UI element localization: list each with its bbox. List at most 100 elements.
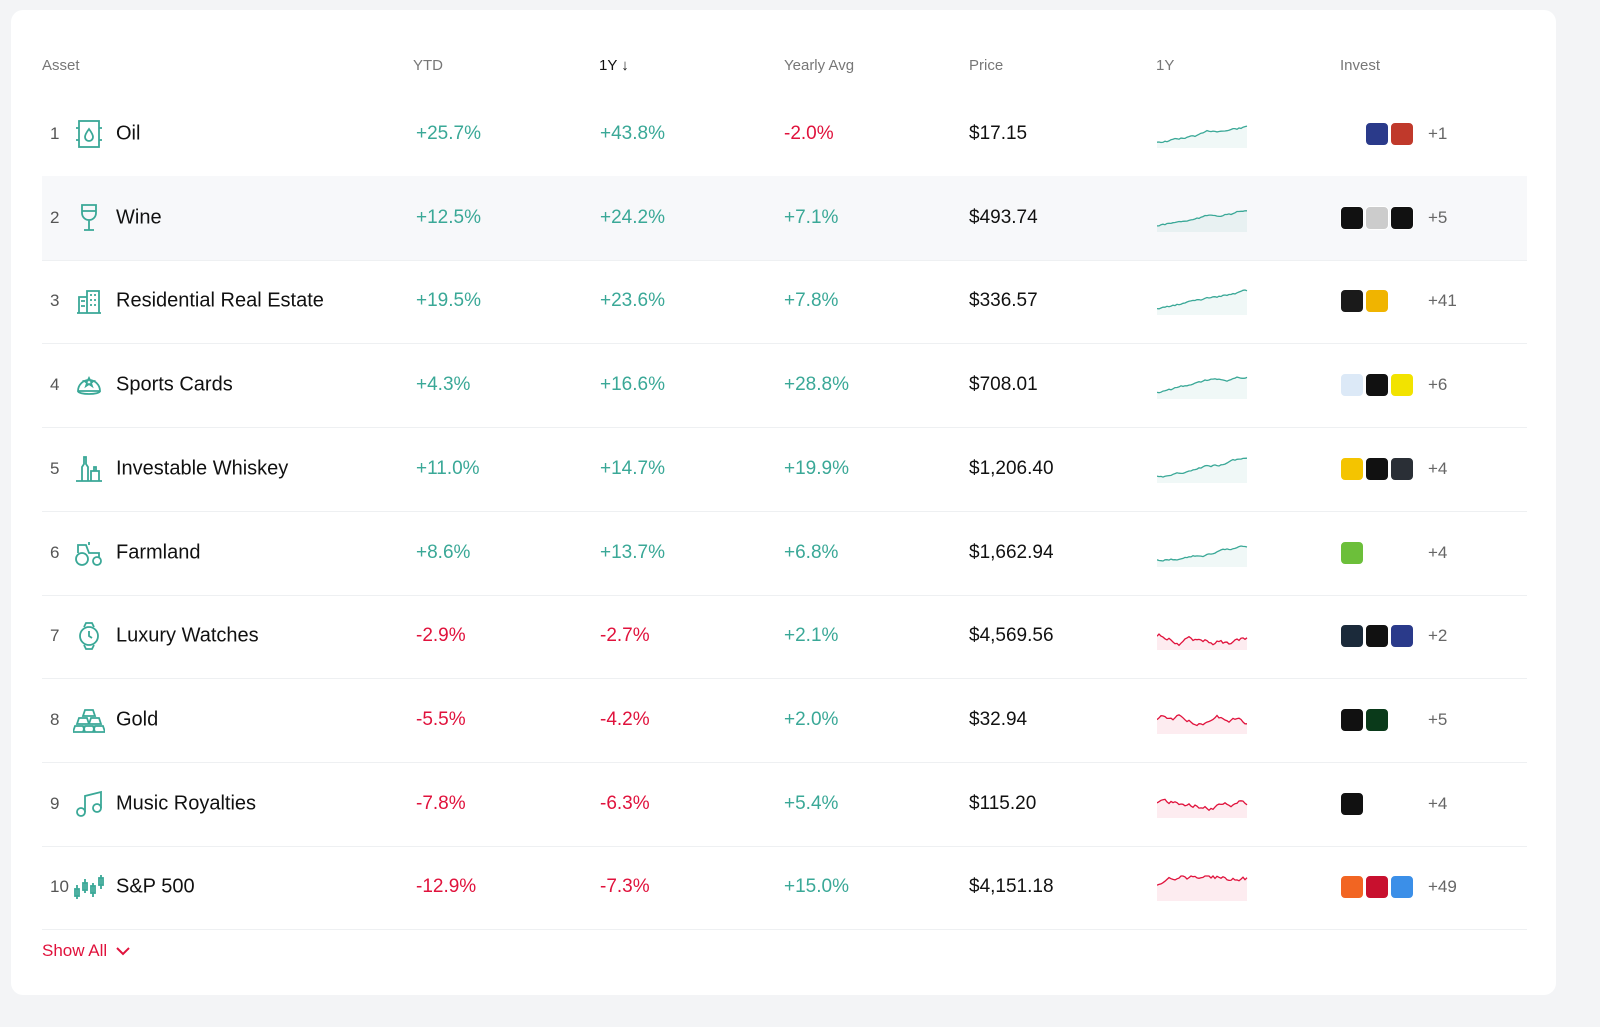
sparkline-line	[1157, 798, 1248, 811]
sparkline-chart	[1157, 544, 1248, 567]
table-row[interactable]: 3 Residential Real Estate +19.5% +23.6% …	[42, 259, 1527, 345]
platform-logo[interactable]	[1340, 875, 1364, 900]
sparkline-chart	[1157, 289, 1248, 316]
platform-logo[interactable]	[1390, 205, 1414, 230]
one-year-value: -6.3%	[600, 792, 650, 814]
price-value: $17.15	[969, 123, 1028, 144]
asset-name[interactable]: Residential Real Estate	[116, 289, 324, 312]
yearly-avg-value: +28.8%	[784, 374, 849, 396]
header-ytd[interactable]: YTD	[413, 57, 443, 74]
asset-name[interactable]: Investable Whiskey	[116, 457, 289, 480]
platform-logo[interactable]	[1340, 707, 1364, 732]
platform-logo[interactable]	[1390, 540, 1414, 565]
more-platforms-count[interactable]: +4	[1428, 542, 1448, 562]
more-platforms-count[interactable]: +6	[1428, 375, 1448, 395]
rank: 5	[50, 458, 60, 478]
platform-logo[interactable]	[1365, 122, 1389, 146]
table-row[interactable]: 7 Luxury Watches -2.9% -2.7% +2.1% $4,56…	[42, 594, 1527, 680]
platform-logo[interactable]	[1340, 289, 1364, 314]
yearly-avg-value: +15.0%	[784, 876, 849, 898]
platform-logos[interactable]	[1340, 456, 1415, 481]
platform-logo[interactable]	[1390, 791, 1414, 816]
yearly-avg-value: +7.1%	[784, 206, 839, 228]
rank: 6	[50, 542, 60, 562]
platform-logo[interactable]	[1365, 540, 1389, 565]
header-price[interactable]: Price	[969, 57, 1004, 74]
table-row[interactable]: 9 Music Royalties -7.8% -6.3% +5.4% $115…	[42, 762, 1527, 847]
more-platforms-count[interactable]: +41	[1428, 291, 1457, 311]
platform-logos[interactable]	[1340, 875, 1415, 900]
price-value: $4,569.56	[969, 625, 1054, 647]
header-asset[interactable]: Asset	[42, 57, 80, 74]
platform-logos[interactable]	[1340, 624, 1415, 649]
yearly-avg-value: -2.0%	[784, 123, 834, 144]
asset-name[interactable]: Farmland	[116, 541, 201, 563]
more-platforms-count[interactable]: +4	[1428, 793, 1448, 813]
platform-logo[interactable]	[1390, 707, 1414, 732]
platform-logos[interactable]	[1340, 791, 1415, 816]
platform-logos[interactable]	[1340, 373, 1415, 398]
more-platforms-count[interactable]: +49	[1428, 877, 1457, 897]
platform-logo[interactable]	[1365, 373, 1389, 398]
asset-name[interactable]: Music Royalties	[116, 792, 257, 815]
ytd-value: +19.5%	[416, 290, 481, 312]
header-1y-chart: 1Y	[1156, 57, 1175, 74]
ytd-value: -5.5%	[416, 708, 466, 730]
table-row[interactable]: 10 S&P 500 -12.9% -7.3% +15.0% $4,151.18…	[42, 845, 1527, 931]
chevron-down-icon	[116, 947, 130, 956]
asset-name[interactable]: S&P 500	[116, 875, 195, 898]
more-platforms-count[interactable]: +5	[1428, 207, 1448, 227]
table-row[interactable]: 5 Investable Whiskey +11.0% +14.7% +19.9…	[42, 427, 1527, 512]
platform-logo[interactable]	[1390, 289, 1414, 314]
platform-logo[interactable]	[1365, 791, 1389, 816]
asset-name[interactable]: Sports Cards	[116, 373, 233, 396]
sparkline-chart	[1157, 633, 1248, 651]
header-invest: Invest	[1340, 57, 1381, 74]
platform-logos[interactable]	[1340, 205, 1415, 230]
platform-logo[interactable]	[1340, 122, 1364, 146]
platform-logo[interactable]	[1390, 122, 1414, 146]
asset-name[interactable]: Wine	[116, 206, 162, 229]
asset-name[interactable]: Oil	[116, 122, 141, 145]
platform-logo[interactable]	[1340, 791, 1364, 816]
platform-logo[interactable]	[1365, 707, 1389, 732]
table-row[interactable]: 6 Farmland +8.6% +13.7% +6.8% $1,662.94 …	[42, 511, 1527, 596]
table-row[interactable]: 8 Gold -5.5% -4.2% +2.0% $32.94 +5	[42, 678, 1527, 763]
asset-name[interactable]: Gold	[116, 708, 159, 731]
ytd-value: +4.3%	[416, 374, 471, 396]
sparkline-chart	[1157, 798, 1248, 818]
platform-logos[interactable]	[1340, 540, 1415, 565]
tractor-icon	[75, 541, 102, 566]
platform-logo[interactable]	[1365, 456, 1389, 481]
table-row[interactable]: 2 Wine +12.5% +24.2% +7.1% $493.74 +5	[42, 175, 1527, 261]
platform-logo[interactable]	[1340, 373, 1364, 398]
platform-logo[interactable]	[1340, 456, 1364, 481]
table-row[interactable]: 1 Oil +25.7% +43.8% -2.0% $17.15 +1	[42, 92, 1527, 177]
more-platforms-count[interactable]: +5	[1428, 709, 1448, 729]
platform-logo[interactable]	[1365, 205, 1389, 230]
more-platforms-count[interactable]: +4	[1428, 458, 1448, 478]
sparkline-line	[1157, 714, 1247, 727]
platform-logo[interactable]	[1340, 624, 1364, 649]
platform-logo[interactable]	[1340, 205, 1364, 230]
platform-logos[interactable]	[1340, 289, 1415, 314]
more-platforms-count[interactable]: +2	[1428, 626, 1448, 646]
sparkline-chart	[1157, 125, 1248, 148]
sparkline-line	[1157, 633, 1248, 647]
more-platforms-count[interactable]: +1	[1428, 124, 1448, 143]
platform-logos[interactable]	[1340, 122, 1415, 146]
platform-logo[interactable]	[1390, 373, 1414, 398]
show-all-button[interactable]: Show All	[42, 941, 131, 961]
header-yearly-avg[interactable]: Yearly Avg	[784, 57, 855, 74]
platform-logo[interactable]	[1340, 540, 1364, 565]
platform-logo[interactable]	[1365, 624, 1389, 649]
asset-name[interactable]: Luxury Watches	[116, 624, 259, 647]
platform-logo[interactable]	[1390, 456, 1414, 481]
platform-logos[interactable]	[1340, 707, 1415, 732]
platform-logo[interactable]	[1390, 875, 1414, 900]
platform-logo[interactable]	[1365, 289, 1389, 314]
platform-logo[interactable]	[1365, 875, 1389, 900]
platform-logo[interactable]	[1390, 624, 1414, 649]
table-row[interactable]: 4 Sports Cards +4.3% +16.6% +28.8% $708.…	[42, 343, 1527, 429]
header-1y-sorted[interactable]: 1Y ↓	[599, 57, 629, 74]
